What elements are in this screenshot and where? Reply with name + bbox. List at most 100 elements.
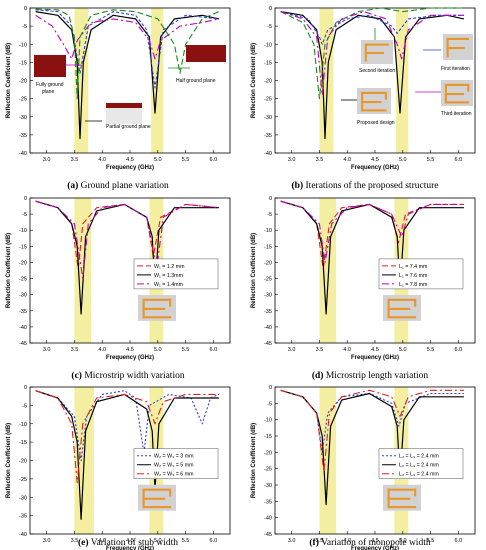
stub-mid — [387, 497, 411, 500]
panel-caption: (e) Variation of stub width — [78, 537, 178, 548]
x-tick-label: 3.0 — [288, 538, 296, 544]
x-tick-label: 5.0 — [399, 347, 407, 353]
annotation-fully-ground: Fully ground — [36, 82, 64, 88]
y-tick-label: -30 — [264, 115, 272, 121]
panel-b-annotations: First iteration Second iteration Third ite… — [341, 28, 473, 126]
x-tick-label: 4.5 — [371, 538, 379, 544]
y-tick-label: -10 — [264, 42, 272, 48]
caption-letter: (d) — [312, 370, 324, 381]
highlight-band — [74, 198, 92, 343]
y-tick-label: 0 — [269, 196, 272, 202]
y-tick-label: -5 — [267, 212, 272, 218]
annotation-half-ground: Half ground plane — [176, 78, 216, 84]
y-tick-label: -20 — [19, 79, 27, 85]
chart-panel-d: 0 -5 -10 -15 -20 -25 -30 -35 -40 -45 3.0 3.5 4.0 4.5 5… — [251, 196, 476, 381]
stub-top — [387, 488, 417, 491]
x-tick-label: 6.0 — [210, 157, 218, 163]
legend-label: L₁ = 7.6 mm — [399, 273, 428, 279]
legend-label: W₁ = 1.3mm — [154, 273, 184, 279]
highlight-band — [319, 8, 334, 153]
panel-caption: (b) Iterations of the proposed structure — [292, 180, 439, 191]
y-tick-label: -35 — [264, 499, 272, 505]
y-tick-label: -10 — [264, 418, 272, 424]
x-tick-label: 4.0 — [343, 157, 351, 163]
stub-mid — [387, 307, 411, 310]
series-line-4 — [35, 8, 220, 100]
x-tick-label: 3.5 — [71, 538, 79, 544]
y-tick-label: -40 — [264, 325, 272, 331]
y-tick-label: -30 — [264, 293, 272, 299]
y-tick-label: -5 — [22, 212, 27, 218]
x-tick-label: 5.0 — [399, 157, 407, 163]
x-tick-label: 3.5 — [71, 347, 79, 353]
x-tick-label: 5.5 — [427, 538, 435, 544]
fully-ground-thumbnail — [34, 55, 66, 77]
stub-bottom — [444, 101, 469, 104]
series-line-1 — [35, 11, 220, 140]
y-tick-label: -15 — [264, 434, 272, 440]
y-tick-label: 0 — [269, 385, 272, 391]
stub-top — [364, 43, 389, 46]
y-axis-label: Reflection Coefficient (dB) — [6, 233, 12, 308]
legend-label: W₂ = W₃ = 6 mm — [154, 472, 194, 478]
y-tick-label: 0 — [24, 196, 27, 202]
stub-mid — [446, 47, 465, 50]
y-tick-label: -45 — [264, 341, 272, 347]
y-tick-label: -40 — [19, 151, 27, 157]
x-tick-label: 3.0 — [288, 157, 296, 163]
x-tick-label: 5.5 — [182, 538, 190, 544]
y-tick-label: -25 — [19, 477, 27, 483]
y-axis-label: Reflection Coefficient (dB) — [251, 43, 257, 118]
stub-mid — [142, 497, 166, 500]
y-tick-label: -5 — [22, 403, 27, 409]
y-tick-label: -25 — [264, 277, 272, 283]
series-line-2 — [35, 390, 219, 520]
x-tick-label: 4.5 — [126, 538, 134, 544]
third-iteration-thumbnail — [441, 80, 473, 106]
x-tick-label: 4.5 — [371, 157, 379, 163]
y-tick-label: -10 — [19, 422, 27, 428]
stub-mid — [361, 101, 382, 104]
caption-letter: (c) — [71, 370, 82, 381]
y-tick-label: -30 — [264, 483, 272, 489]
chart-panel-e: 0 -5 -10 -15 -20 -25 -30 -35 -40 3.0 3.5 4.0 4.5 5.0 5… — [6, 385, 231, 550]
y-tick-label: 0 — [269, 6, 272, 12]
stub-arm — [414, 488, 417, 497]
x-tick-label: 3.5 — [316, 347, 324, 353]
legend: W₁ = 1.2 mm W₁ = 1.3mm W₁ = 1.4mm — [133, 258, 219, 290]
y-tick-label: -30 — [19, 495, 27, 501]
x-tick-label: 3.0 — [43, 347, 51, 353]
y-tick-label: -20 — [264, 79, 272, 85]
stub-arm — [169, 298, 172, 307]
y-axis-label: Reflection Coefficient (dB) — [6, 423, 12, 498]
y-tick-label: -15 — [19, 440, 27, 446]
x-tick-label: 4.0 — [98, 157, 106, 163]
caption-text: Variation of monopole width — [319, 537, 431, 548]
x-tick-label: 4.0 — [343, 538, 351, 544]
caption-letter: (b) — [292, 180, 304, 191]
stub-bottom — [387, 506, 417, 509]
y-tick-label: -5 — [267, 401, 272, 407]
stub-arm — [384, 91, 387, 100]
caption-text: Microstrip length variation — [323, 371, 428, 381]
panel-caption: (c) Microstrip width variation — [71, 370, 184, 381]
y-tick-label: -35 — [264, 133, 272, 139]
y-tick-label: -5 — [267, 24, 272, 30]
y-tick-label: -25 — [264, 467, 272, 473]
series-line-2 — [280, 7, 464, 100]
y-tick-label: -20 — [19, 260, 27, 266]
y-tick-label: -25 — [19, 277, 27, 283]
legend-label: W₂ = W₃ = 5 mm — [154, 463, 194, 469]
x-tick-label: 4.0 — [98, 347, 106, 353]
y-tick-label: -5 — [22, 24, 27, 30]
highlight-band — [74, 8, 89, 153]
x-tick-label: 4.5 — [126, 157, 134, 163]
series-line-1 — [280, 389, 464, 453]
y-tick-label: -25 — [19, 97, 27, 103]
y-tick-label: -15 — [19, 244, 27, 250]
y-tick-label: -40 — [264, 151, 272, 157]
second-iteration-thumbnail — [361, 40, 393, 64]
chart-panel-c: 0 -5 -10 -15 -20 -25 -30 -35 -40 -45 3.0 3.5 4.0 4.5 5… — [6, 196, 231, 381]
